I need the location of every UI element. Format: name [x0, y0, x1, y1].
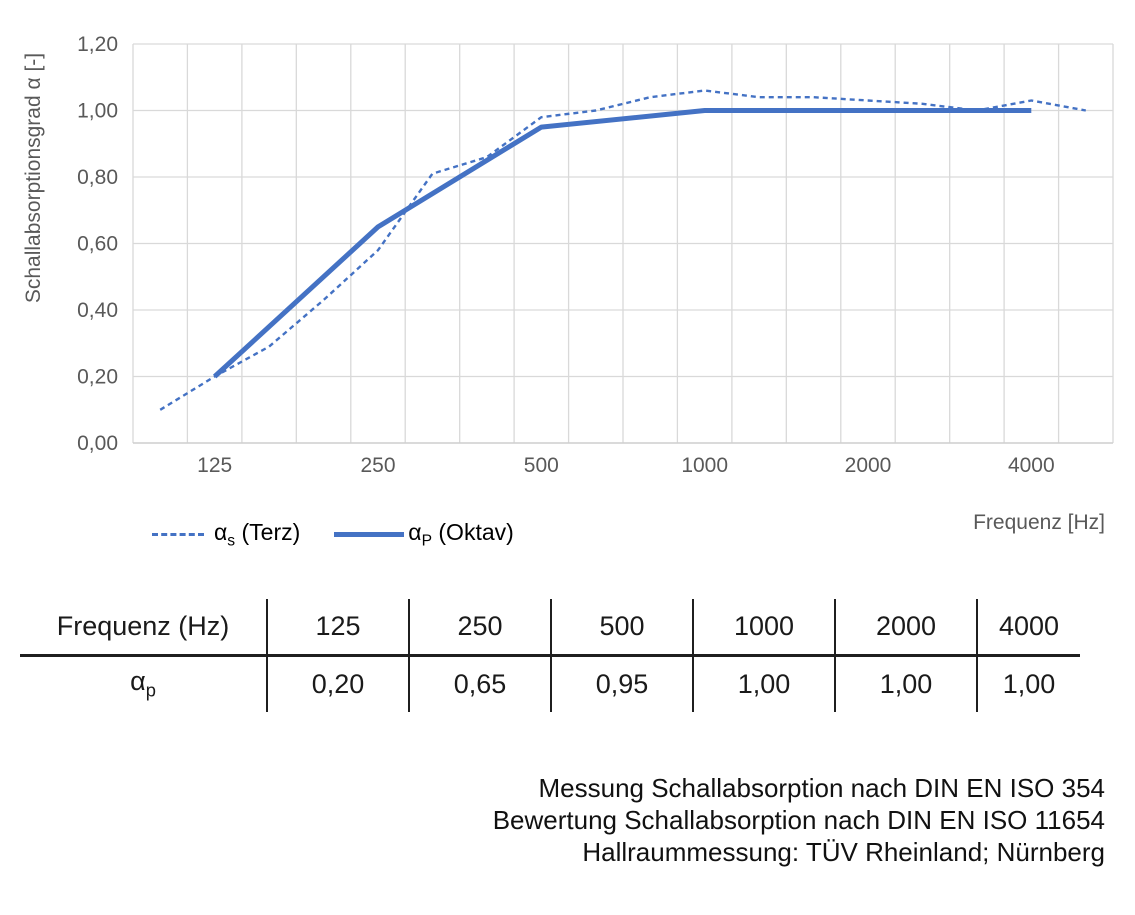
table-frequency-cell: 2000 [835, 598, 978, 657]
table-row-label-alpha-p: αp [20, 655, 268, 712]
y-tick-label: 0,00 [77, 432, 118, 455]
table-value-cell: 0,20 [267, 655, 410, 712]
table-value-cell: 1,00 [693, 655, 836, 712]
legend-symbol: α [408, 519, 422, 545]
legend-subscript: s [227, 532, 236, 550]
absorption-table: Frequenz (Hz) 125 250 500 1000 2000 4000… [20, 598, 1080, 712]
series-alpha-s-terz [159, 89, 1087, 411]
absorption-chart: 0,00 0,20 0,40 0,60 0,80 1,00 1,20 125 250 500 100… [22, 33, 1114, 477]
table-value-cell: 1,00 [1002, 668, 1056, 699]
legend-symbol: α [214, 519, 228, 545]
legend-rest: (Oktav) [432, 519, 514, 545]
x-tick-label: 250 [360, 454, 395, 477]
x-tick-label: 4000 [1008, 454, 1055, 477]
legend-label-alpha-p: αP (Oktav) [408, 519, 514, 551]
table-header-row: Frequenz (Hz) 125 250 500 1000 2000 4000 [20, 598, 1080, 657]
x-tick-label: 2000 [845, 454, 892, 477]
x-axis-title: Frequenz [Hz] [973, 511, 1105, 534]
series-alpha-p-oktav [213, 108, 1032, 379]
legend-subscript: P [421, 532, 432, 550]
solid-line-swatch [334, 532, 405, 538]
table-value-row: αp 0,20 0,65 0,95 1,00 1,00 1,00 [20, 655, 1080, 712]
dashed-line-swatch [152, 533, 204, 537]
chart-legend: αs (Terz) αP (Oktav) [152, 519, 514, 551]
legend-item-alpha-s: αs (Terz) [152, 519, 300, 551]
y-tick-label: 0,60 [77, 233, 118, 256]
table-header-frequency: Frequenz (Hz) [20, 598, 268, 657]
note-line-1: Messung Schallabsorption nach DIN EN ISO… [538, 772, 1105, 803]
legend-item-alpha-p: αP (Oktav) [334, 519, 514, 551]
alpha-symbol: α [130, 666, 146, 697]
y-tick-label: 0,80 [77, 166, 118, 189]
table-frequency-cell: 500 [551, 598, 694, 657]
table-value-cell: 0,65 [409, 655, 552, 712]
table-value-cell: 0,95 [551, 655, 694, 712]
note-line-2: Bewertung Schallabsorption nach DIN EN I… [492, 804, 1105, 835]
y-axis-title: Schallabsorptionsgrad α [-] [22, 53, 45, 303]
legend-rest: (Terz) [235, 519, 301, 545]
table-value-cell: 1,00 [835, 655, 978, 712]
legend-label-alpha-s: αs (Terz) [214, 519, 300, 551]
legend-row: αs (Terz) αP (Oktav) Frequenz [Hz] [0, 511, 1135, 551]
absorption-chart-area: 0,00 0,20 0,40 0,60 0,80 1,00 1,20 125 250 500 100… [0, 33, 1135, 551]
y-tick-label: 0,40 [77, 299, 118, 322]
note-line-3: Hallraummessung: TÜV Rheinland; Nürnberg [582, 836, 1105, 867]
x-tick-label: 500 [524, 454, 559, 477]
x-tick-label: 1000 [681, 454, 728, 477]
table-frequency-cell: 4000 [977, 598, 1080, 657]
x-tick-label: 125 [197, 454, 232, 477]
y-tick-label: 1,00 [77, 100, 118, 123]
alpha-subscript: p [145, 679, 156, 701]
y-tick-label: 0,20 [77, 366, 118, 389]
measurement-notes: Messung Schallabsorption nach DIN EN ISO… [0, 772, 1105, 868]
table-frequency-cell: 250 [409, 598, 552, 657]
table-frequency-cell: 1000 [693, 598, 836, 657]
y-tick-label: 1,20 [77, 33, 118, 56]
table-frequency-cell: 125 [267, 598, 410, 657]
